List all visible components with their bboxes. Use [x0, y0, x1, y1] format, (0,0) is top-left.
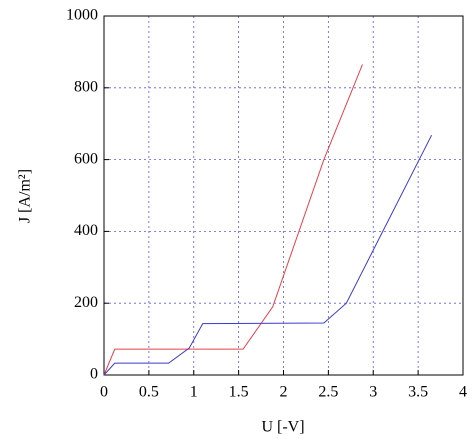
x-tick-label: 0.5: [139, 384, 159, 401]
y-tick-label: 400: [74, 222, 98, 239]
x-tick-label: 3.5: [408, 384, 428, 401]
x-axis-label: U [-V]: [261, 419, 304, 436]
data-line: [103, 134, 433, 376]
x-tick-label: 1.5: [229, 384, 249, 401]
x-tick-label: 2.5: [318, 384, 338, 401]
x-tick-label: 3: [369, 384, 377, 401]
y-tick-label: 0: [90, 366, 98, 383]
x-tick-label: 1: [190, 384, 198, 401]
x-tick-label: 0: [100, 384, 108, 401]
plot-frame: [103, 15, 464, 376]
y-tick-label: 1000: [66, 7, 98, 24]
y-tick-label: 200: [74, 294, 98, 311]
x-tick-label: 4: [459, 384, 467, 401]
x-tick-label: 2: [280, 384, 288, 401]
y-tick-label: 800: [74, 78, 98, 95]
y-axis-label: J [A/m²]: [17, 169, 34, 223]
data-line: [103, 64, 363, 376]
y-tick-label: 600: [74, 150, 98, 167]
